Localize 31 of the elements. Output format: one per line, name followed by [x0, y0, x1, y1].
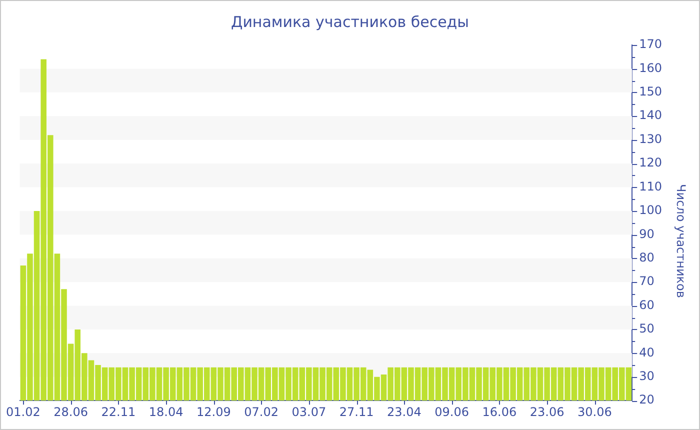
- y-tick-label: 60: [639, 298, 654, 312]
- x-tick-label: 12.09: [196, 404, 231, 419]
- x-tick-label: 30.06: [577, 404, 612, 419]
- y-tick-label: 130: [639, 132, 662, 146]
- x-tick-label: 16.06: [482, 404, 517, 419]
- x-tick-label: 23.06: [530, 404, 564, 419]
- y-tick-label: 40: [639, 345, 654, 360]
- y-tick-label: 110: [639, 179, 662, 194]
- y-tick-label: 150: [639, 84, 662, 99]
- x-tick-label: 22.11: [101, 404, 136, 419]
- x-tick-label: 07.02: [244, 404, 278, 419]
- y-tick-label: 80: [639, 250, 654, 264]
- y-tick-label: 140: [639, 108, 662, 122]
- x-tick-label: 18.04: [148, 404, 184, 419]
- x-tick-label: 03.07: [292, 404, 326, 419]
- chart-title: Динамика участников беседы: [230, 13, 470, 31]
- y-tick-label: 90: [639, 226, 654, 241]
- x-tick-label: 27.11: [339, 404, 374, 419]
- x-tick-label: 28.06: [54, 404, 88, 419]
- y-tick-label: 30: [639, 369, 654, 384]
- x-tick-label: 23.04: [386, 404, 422, 419]
- y-axis-title: Число участников: [674, 184, 688, 298]
- y-tick-label: 170: [639, 37, 662, 52]
- y-tick-label: 160: [639, 60, 662, 75]
- y-tick-label: 20: [639, 392, 654, 407]
- x-tick-label: 01.02: [6, 404, 40, 419]
- y-tick-label: 100: [639, 203, 662, 218]
- y-tick-label: 70: [639, 274, 654, 288]
- x-tick-label: 09.06: [434, 404, 469, 419]
- y-tick-label: 120: [639, 156, 662, 170]
- y-tick-label: 50: [639, 322, 654, 336]
